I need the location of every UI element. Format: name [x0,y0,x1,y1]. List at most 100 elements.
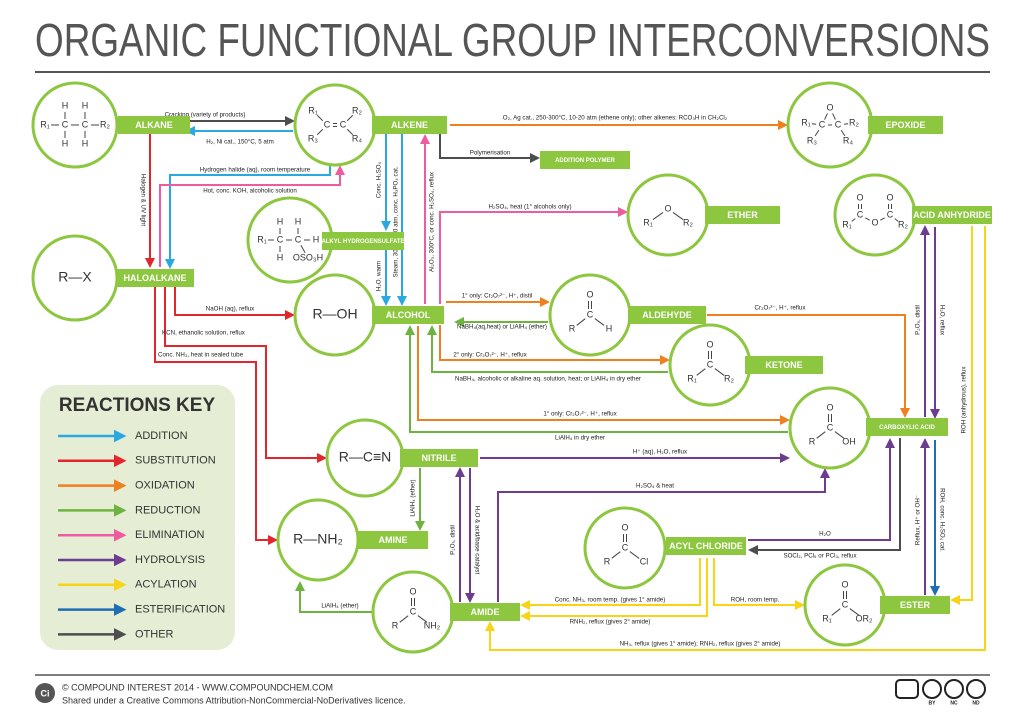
reaction-label: LiAlH₄ in dry ether [555,435,605,442]
reaction-label: Reflux, H⁺ or OH⁻ [915,495,922,545]
node-label: ACID ANHYDRIDE [913,210,991,220]
atom: C [827,422,834,432]
reaction-label: NaOH (aq), reflux [206,306,255,313]
structure: R—X [58,269,92,285]
node-label: ESTER [900,600,931,610]
bond [849,608,860,616]
reaction-label: H⁺ (aq), H₂O, reflux [633,449,688,456]
atom: R₂ [100,119,110,129]
bond [594,318,605,326]
bond [816,431,826,439]
reaction-arrow [439,207,628,304]
reaction-label: ROH (anhydrous), reflux [961,366,968,434]
atom: O [621,522,628,532]
atom: R₂ [683,217,693,227]
atom: R₃ [308,133,318,143]
atom: R₁ [643,217,653,227]
node-label: AMINE [379,535,408,545]
structure: R—NH₂ [293,531,343,547]
atom: C [62,119,69,129]
atom: R₁ [257,234,267,244]
reaction-arrow [174,287,295,320]
atom: C [277,234,284,244]
reaction-label: SOCl₂, PCl₅ or PCl₃, reflux [783,553,857,560]
atom: C [295,234,302,244]
key-label: HYDROLYSIS [135,554,205,566]
reaction-arrow [748,438,895,541]
atom: C [340,119,347,129]
reaction-label: H₂O [819,531,831,538]
atom: OR₂ [856,613,874,623]
node-label-box [666,537,746,555]
node-circle [583,506,667,590]
reaction-arrow [707,314,910,418]
reaction-arrow [159,165,345,267]
reaction-label: ROH, room temp. [731,597,780,604]
bond [840,129,846,137]
node-circle [293,83,377,167]
atom: C [857,209,864,219]
reaction-arrow [520,558,701,610]
reaction-arrow [439,325,670,365]
reaction-label: H₂O, reflux [938,305,945,336]
atom: C [410,606,417,616]
bond [834,431,845,439]
reaction-label: Cracking (variety of products) [165,112,246,119]
reaction-label: Hydrogen halide (aq), room temperature [200,167,311,174]
key-label: ESTERIFICATION [135,604,225,616]
atom: O [886,192,893,202]
reaction-arrow [165,165,331,269]
node-label-box [745,356,823,374]
node-label: ALKYL HYDROGENSULFATE [321,239,404,245]
atom: NH₂ [424,620,441,630]
reaction-label: ROH, conc. H₂SO₄ cat. [938,488,945,552]
node-label-box [868,116,943,134]
atom: H [295,216,302,226]
reaction-label: NaBH₄(aq,heat) or LiAlH₄ (ether) [457,324,547,331]
reaction-label: Conc. NH₃, room temp. (gives 1° amide) [555,597,666,604]
bond [865,217,870,221]
structure: R—OH [312,306,357,322]
atom: H [62,138,69,148]
reaction-label: 2° only: Cr₂O₇²⁻, H⁺, reflux [453,352,527,359]
bond [300,245,306,253]
bond [417,615,428,623]
atom: OH [842,436,856,446]
bond [851,218,856,222]
structure: R—C≡N [339,449,392,465]
atom: R₁ [822,613,832,623]
atom: O [409,586,416,596]
key-label: REDUCTION [135,504,200,516]
bond [696,368,706,376]
node-label-box [116,269,194,287]
node-label: ALCOHOL [386,310,431,320]
atom: O [826,102,833,112]
reaction-arrow [748,438,901,555]
reaction-label: P₂O₅, distil [450,525,457,555]
atom: C [622,542,629,552]
logo [35,683,55,703]
reaction-label: 1° only: Cr₂O₇²⁻, H⁺, distil [462,293,533,300]
licence-label: NC [950,700,958,706]
bond [814,129,820,137]
node-label-box [705,206,780,224]
atom: C [707,359,714,369]
reaction-arrow [295,581,373,613]
atom: O [826,402,833,412]
reaction-arrow [405,325,788,433]
atom: H [606,323,613,333]
atom: R₂ [849,117,859,127]
atom: O [856,192,863,202]
reaction-label: H₂, Ni cat., 150°C, 5 atm [206,139,273,146]
reaction-label: LiAlH₄ (ether) [410,479,417,516]
reaction-arrow [497,468,830,602]
bond [811,123,817,125]
reaction-arrow [427,325,668,373]
bond [346,114,354,122]
atom: H [62,100,69,110]
atom: H [277,252,284,262]
footer-line: © COMPOUND INTEREST 2014 - WWW.COMPOUNDC… [62,682,333,692]
reaction-label: O₂, Ag cat., 250-300°C, 10-20 atm (ethen… [503,115,728,122]
bond [652,212,664,220]
